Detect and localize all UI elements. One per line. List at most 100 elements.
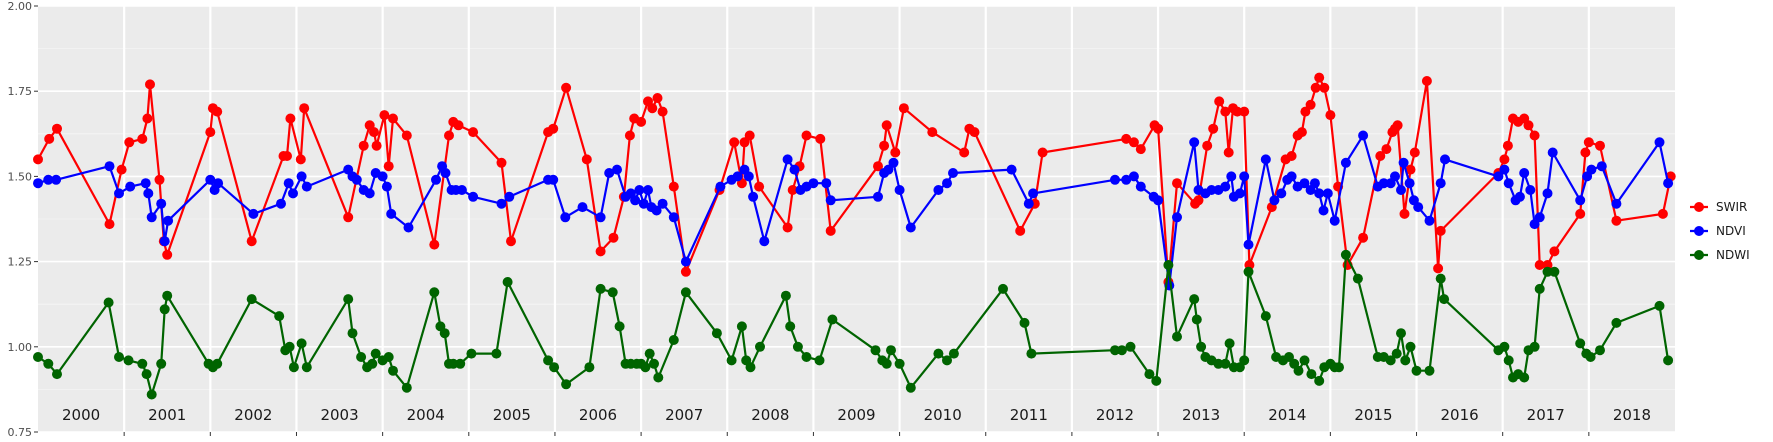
- data-point-ndvi: [1006, 164, 1017, 175]
- data-point-ndvi: [301, 181, 312, 192]
- data-point-ndwi: [1391, 348, 1402, 359]
- data-point-ndvi: [808, 178, 819, 189]
- data-point-ndwi: [146, 389, 157, 400]
- data-point-ndwi: [933, 348, 944, 359]
- data-point-ndwi: [1196, 341, 1207, 352]
- data-point-swir: [1232, 106, 1243, 117]
- data-point-ndvi: [1226, 171, 1237, 182]
- data-point-swir: [652, 93, 663, 103]
- data-point-ndwi: [1529, 341, 1540, 352]
- data-point-ndwi: [1299, 355, 1310, 366]
- data-point-ndvi: [560, 212, 571, 223]
- data-point-ndvi: [948, 168, 958, 178]
- data-point-ndvi: [1586, 164, 1597, 175]
- data-point-ndwi: [905, 382, 916, 393]
- data-point-ndwi: [212, 358, 223, 369]
- data-point-swir: [1529, 130, 1540, 141]
- data-point-swir: [595, 246, 606, 257]
- year-label: 2007: [665, 406, 703, 424]
- series-group: [33, 72, 1676, 400]
- data-point-ndwi: [466, 348, 477, 359]
- data-point-ndvi: [156, 198, 167, 209]
- data-point-ndwi: [383, 352, 394, 362]
- data-point-ndvi: [146, 212, 157, 223]
- data-point-ndvi: [496, 198, 507, 209]
- data-point-ndwi: [1503, 355, 1514, 366]
- data-point-ndwi: [1163, 260, 1174, 270]
- data-point-swir: [1580, 147, 1591, 158]
- data-point-ndvi: [51, 174, 62, 185]
- data-point-swir: [1314, 72, 1325, 83]
- data-point-ndvi: [759, 236, 770, 247]
- data-point-ndwi: [1595, 345, 1605, 356]
- data-point-ndvi: [1314, 188, 1325, 199]
- data-point-ndvi: [905, 222, 916, 233]
- data-point-ndwi: [886, 345, 896, 356]
- data-point-ndwi: [114, 352, 124, 362]
- data-point-ndwi: [288, 362, 299, 373]
- data-point-ndvi: [1547, 147, 1558, 158]
- data-point-ndwi: [429, 287, 440, 298]
- data-point-ndwi: [356, 352, 367, 362]
- data-point-ndwi: [301, 362, 312, 373]
- data-point-swir: [1392, 120, 1403, 131]
- data-point-swir: [1435, 225, 1446, 236]
- data-point-ndvi: [104, 161, 115, 172]
- data-point-ndvi: [1611, 198, 1622, 209]
- data-point-swir: [401, 130, 412, 141]
- data-point-ndvi: [468, 191, 479, 202]
- data-point-ndvi: [504, 191, 515, 202]
- data-point-swir: [680, 266, 691, 277]
- data-point-ndvi: [386, 208, 397, 219]
- y-tick-label: 1.00: [8, 341, 33, 354]
- data-point-ndvi: [1234, 188, 1245, 199]
- data-point-ndwi: [1284, 352, 1294, 362]
- data-point-ndwi: [640, 362, 651, 373]
- data-point-swir: [739, 137, 750, 148]
- data-point-ndvi: [288, 188, 298, 199]
- data-point-ndvi: [114, 188, 124, 199]
- data-point-ndwi: [1534, 283, 1545, 294]
- data-point-swir: [1381, 144, 1392, 155]
- data-point-swir: [1575, 208, 1586, 219]
- data-point-ndvi: [732, 171, 743, 182]
- data-point-ndwi: [549, 362, 560, 373]
- data-point-ndwi: [439, 328, 450, 339]
- data-point-ndwi: [455, 358, 466, 369]
- data-point-ndwi: [561, 379, 572, 390]
- data-point-swir: [1037, 147, 1048, 158]
- data-point-ndwi: [156, 358, 167, 369]
- data-point-swir: [1611, 215, 1622, 226]
- data-point-swir: [116, 164, 127, 175]
- data-point-swir: [1433, 263, 1444, 274]
- data-point-ndvi: [1128, 171, 1139, 182]
- data-point-swir: [371, 140, 382, 151]
- data-point-ndvi: [548, 174, 559, 185]
- data-point-ndvi: [1028, 188, 1039, 199]
- y-tick-label: 1.50: [8, 170, 33, 183]
- data-point-swir: [1296, 127, 1307, 138]
- data-point-swir: [246, 236, 257, 247]
- data-point-swir: [1286, 151, 1297, 161]
- data-point-ndwi: [296, 338, 307, 349]
- data-point-ndvi: [883, 164, 894, 175]
- data-point-swir: [388, 113, 398, 124]
- data-point-swir: [212, 106, 223, 117]
- data-point-ndvi: [743, 171, 754, 182]
- data-point-ndwi: [680, 287, 691, 298]
- data-point-ndwi: [1243, 266, 1254, 277]
- data-point-ndvi: [1503, 178, 1514, 189]
- data-point-ndvi: [873, 191, 883, 202]
- data-point-swir: [1549, 246, 1560, 257]
- data-point-ndwi: [284, 341, 295, 352]
- data-point-swir: [1595, 140, 1605, 151]
- data-point-swir: [137, 133, 148, 144]
- data-point-swir: [1583, 137, 1594, 148]
- data-point-swir: [959, 147, 970, 158]
- data-point-ndvi: [821, 178, 832, 189]
- data-point-ndvi: [1340, 157, 1351, 168]
- data-point-ndvi: [595, 212, 606, 223]
- data-point-ndvi: [440, 168, 451, 178]
- legend-item-swir: SWIR: [1690, 200, 1747, 214]
- data-point-ndvi: [1260, 154, 1271, 165]
